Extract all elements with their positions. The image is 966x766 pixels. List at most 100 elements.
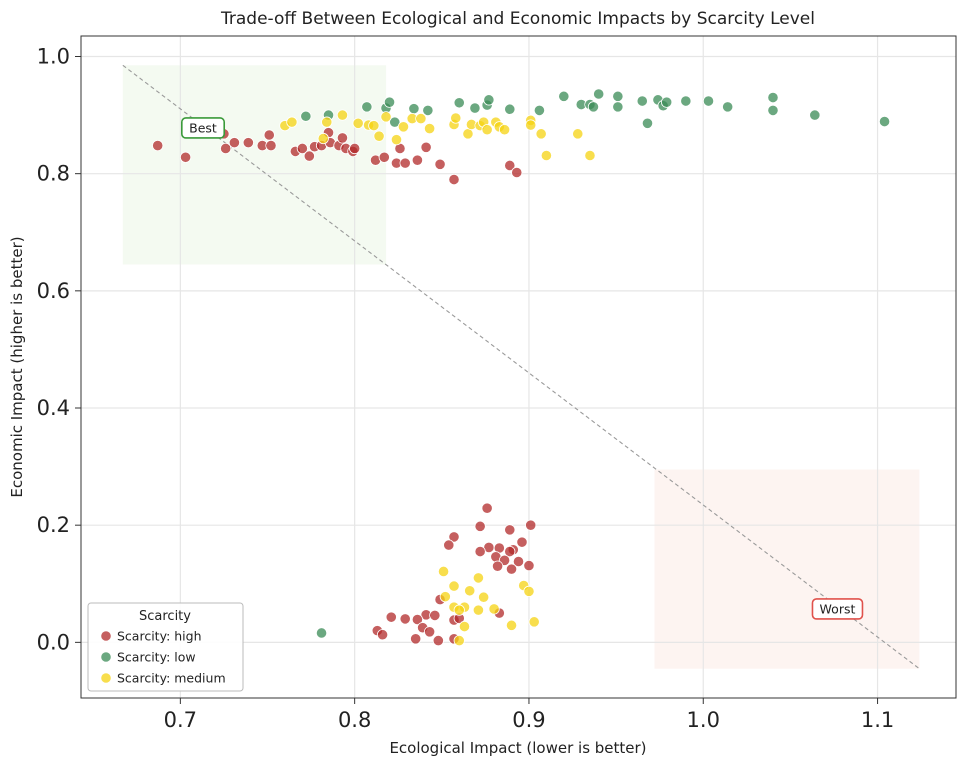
data-point: [462, 128, 474, 140]
data-point: [528, 616, 540, 628]
data-point: [390, 134, 403, 146]
data-point: [265, 139, 277, 152]
data-point: [504, 545, 516, 558]
data-point: [352, 117, 364, 129]
y-tick-label: 0.6: [37, 279, 70, 303]
data-point: [767, 104, 779, 117]
data-point: [296, 142, 308, 155]
data-point: [437, 565, 450, 578]
y-tick-label: 0.8: [37, 162, 70, 186]
data-point: [504, 159, 516, 172]
data-point: [498, 124, 511, 136]
data-point: [408, 103, 420, 115]
data-point: [383, 96, 396, 108]
x-tick-label: 0.8: [338, 708, 371, 732]
data-point: [432, 634, 444, 647]
data-point: [303, 150, 315, 162]
data-point: [458, 620, 471, 633]
data-point: [767, 91, 779, 104]
data-point: [448, 173, 460, 186]
legend-label: Scarcity: low: [117, 650, 196, 665]
highlight-regions: [122, 65, 920, 669]
data-point: [612, 90, 624, 102]
chart-title: Trade-off Between Ecological and Economi…: [220, 9, 815, 29]
data-point: [593, 88, 605, 100]
data-point: [558, 90, 570, 102]
data-point: [286, 116, 298, 128]
data-point: [516, 536, 528, 548]
data-point: [263, 129, 275, 141]
data-point: [587, 101, 600, 113]
data-point: [385, 611, 397, 623]
data-point: [525, 519, 537, 531]
data-point: [336, 109, 349, 121]
data-point: [410, 633, 422, 645]
data-point: [448, 580, 460, 592]
data-point: [504, 524, 516, 536]
data-point: [450, 112, 462, 124]
data-point: [399, 157, 411, 169]
plot-frame: [80, 35, 957, 699]
data-point: [429, 609, 441, 621]
data-point: [397, 121, 410, 133]
region-worst: [654, 469, 920, 669]
data-point: [472, 604, 485, 616]
data-point: [512, 555, 525, 568]
data-point: [474, 520, 486, 532]
data-point: [523, 585, 535, 597]
x-tick-label: 1.0: [687, 708, 720, 732]
data-point: [453, 97, 465, 109]
annotation-text: Best: [189, 120, 217, 135]
data-point: [443, 539, 455, 551]
data-point: [478, 591, 490, 603]
data-point: [415, 113, 427, 125]
data-point: [505, 563, 518, 575]
data-point: [453, 604, 465, 616]
x-axis-label: Ecological Impact (lower is better): [389, 739, 646, 757]
series-0: [152, 127, 537, 647]
data-point: [179, 151, 192, 163]
data-point: [641, 117, 654, 129]
data-point: [349, 142, 361, 155]
data-point: [535, 128, 547, 140]
data-point: [228, 137, 240, 149]
data-point: [488, 603, 500, 615]
data-point: [878, 115, 891, 128]
data-point: [380, 111, 392, 123]
y-axis-ticks: 0.0 0.2 0.4 0.6 0.8 1.0: [37, 45, 81, 654]
data-point: [504, 103, 516, 115]
data-point: [491, 560, 504, 572]
data-point: [472, 572, 485, 584]
data-point: [361, 101, 373, 113]
data-point: [434, 158, 446, 170]
series-2: [279, 109, 596, 647]
legend-marker: [100, 630, 112, 642]
data-point: [389, 116, 401, 128]
annotation-text: Worst: [820, 601, 856, 616]
data-point: [523, 559, 535, 572]
data-points: [152, 88, 891, 647]
data-point: [152, 139, 164, 152]
data-point: [636, 95, 648, 107]
data-point: [424, 122, 436, 135]
data-point: [315, 627, 328, 639]
annotations: Best Worst: [181, 117, 864, 620]
data-point: [464, 585, 476, 597]
data-point: [420, 141, 432, 153]
data-point: [481, 124, 493, 136]
y-tick-label: 1.0: [37, 45, 70, 69]
data-point: [453, 634, 465, 647]
data-point: [317, 132, 329, 145]
data-point: [242, 137, 254, 149]
y-axis-label: Economic Impact (higher is better): [8, 236, 26, 497]
x-tick-label: 0.7: [164, 708, 197, 732]
data-point: [612, 101, 624, 113]
data-point: [680, 95, 692, 107]
series-1: [300, 88, 891, 639]
data-point: [809, 109, 821, 121]
data-point: [481, 502, 493, 514]
data-point: [448, 531, 460, 543]
data-point: [368, 120, 380, 132]
data-point: [220, 142, 232, 155]
